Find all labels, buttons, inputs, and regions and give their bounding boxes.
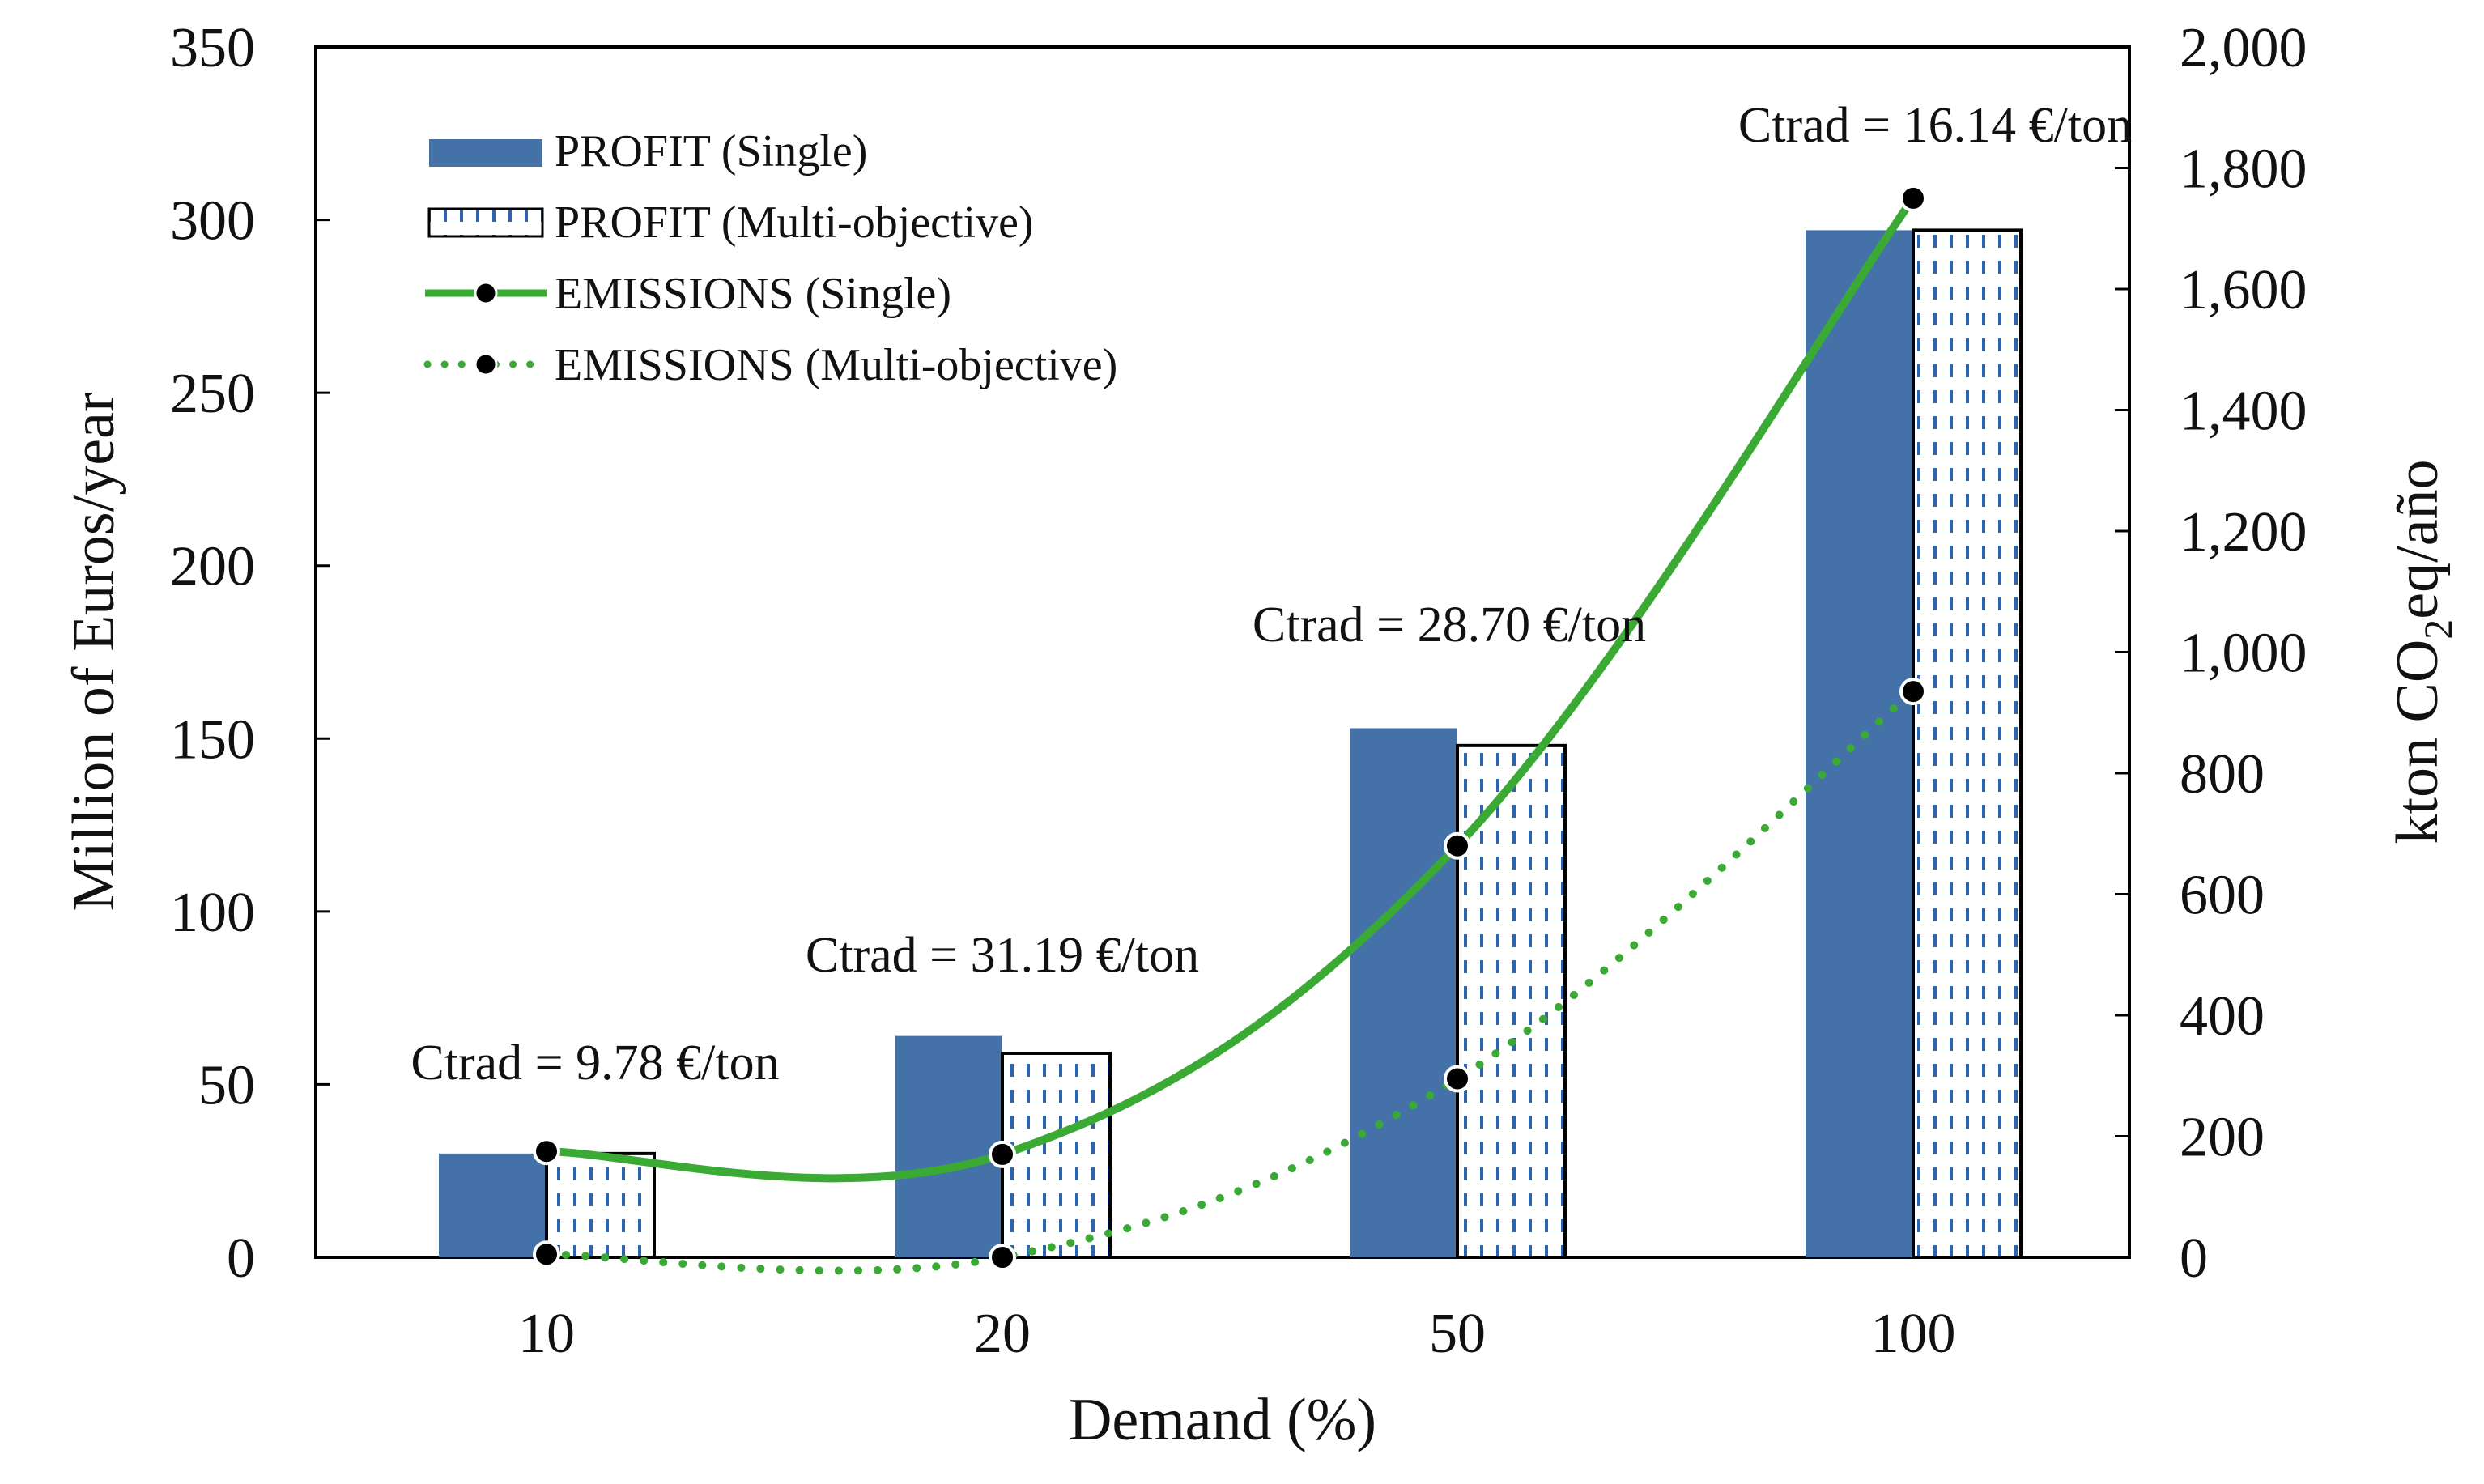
- y-tick-label: 250: [170, 363, 255, 425]
- x-tick-label: 100: [1871, 1303, 1956, 1365]
- y2-axis-title: kton CO2eq/año: [2384, 459, 2461, 844]
- bar-profit-multi-20: [1001, 1051, 1112, 1259]
- y-tick-label: 300: [170, 190, 255, 253]
- x-axis-title: Demand (%): [1069, 1387, 1376, 1453]
- marker-emissions-multi-50: [1444, 1065, 1471, 1093]
- bar-profit-multi-50: [1456, 743, 1567, 1259]
- bar-profit-single-20: [895, 1035, 1002, 1257]
- y2-tick-label: 1,000: [2180, 623, 2307, 685]
- y-tick-label: 0: [227, 1227, 255, 1290]
- y2-tick-label: 1,200: [2180, 501, 2307, 563]
- y2-axis-title-subscript: 2: [2415, 619, 2461, 640]
- y2-tick-label: 1,800: [2180, 138, 2307, 201]
- annotation-ctrad-50: Ctrad = 28.70 €/ton: [1253, 597, 1646, 653]
- y-tick-label: 50: [198, 1054, 255, 1116]
- x-tick-label: 20: [974, 1303, 1031, 1365]
- y-tick-label: 150: [170, 708, 255, 771]
- marker-emissions-single-100: [1899, 184, 1927, 212]
- y2-tick-label: 1,400: [2180, 381, 2307, 443]
- marker-emissions-multi-10: [533, 1240, 560, 1269]
- legend-label-emissions-single: EMISSIONS (Single): [555, 269, 951, 319]
- legend-marker-emissions-single: [474, 281, 498, 305]
- marker-emissions-single-50: [1444, 831, 1471, 860]
- legend-marker-emissions-multi: [474, 352, 498, 376]
- marker-emissions-multi-20: [989, 1244, 1016, 1271]
- legend-swatch-profit-multi: [427, 207, 544, 238]
- legend-swatch-profit-single: [429, 139, 542, 167]
- bar-profit-single-50: [1350, 728, 1457, 1257]
- legend-label-emissions-multi: EMISSIONS (Multi-objective): [555, 340, 1117, 390]
- line-emissions-multi: [542, 687, 1917, 1275]
- y-tick-label: 200: [170, 536, 255, 598]
- y2-tick-label: 800: [2180, 743, 2265, 806]
- marker-emissions-single-20: [989, 1140, 1016, 1168]
- legend-label-profit-multi: PROFIT (Multi-objective): [555, 198, 1034, 248]
- y2-tick-label: 600: [2180, 865, 2265, 927]
- bar-profit-multi-100: [1912, 228, 2023, 1259]
- bars-layer: [439, 228, 2023, 1260]
- bar-profit-multi-10: [545, 1151, 656, 1260]
- annotations-layer: Ctrad = 9.78 €/ton Ctrad = 31.19 €/ton Ctr…: [410, 98, 2132, 1091]
- y2-axis-title-prefix: kton CO: [2384, 640, 2451, 844]
- x-tick-label: 50: [1429, 1303, 1486, 1365]
- annotation-ctrad-10: Ctrad = 9.78 €/ton: [410, 1035, 779, 1091]
- y2-tick-label: 200: [2180, 1107, 2265, 1169]
- marker-emissions-single-10: [533, 1137, 560, 1166]
- marker-emissions-multi-100: [1899, 678, 1927, 706]
- x-tick-label: 10: [518, 1303, 575, 1365]
- bar-profit-single-100: [1806, 230, 1913, 1257]
- y-tick-label: 100: [170, 882, 255, 944]
- y2-tick-label: 0: [2180, 1227, 2208, 1290]
- y2-tick-label: 2,000: [2180, 17, 2307, 79]
- y-tick-label: 350: [170, 17, 255, 79]
- annotation-ctrad-20: Ctrad = 31.19 €/ton: [806, 928, 1199, 983]
- y2-tick-label: 400: [2180, 985, 2265, 1048]
- annotation-ctrad-100: Ctrad = 16.14 €/ton: [1738, 98, 2132, 153]
- y-axis-title: Million of Euros/year: [61, 392, 127, 911]
- y2-tick-label: 1,600: [2180, 259, 2307, 321]
- lines-layer: [533, 184, 1927, 1275]
- bar-profit-single-10: [439, 1153, 547, 1257]
- line-emissions-single: [542, 193, 1917, 1183]
- legend: PROFIT (Single) PROFIT (Multi-objective)…: [423, 126, 1117, 390]
- axes-layer: 0 50 100 150 200 250 300 350 0 200 400 600 800 1,000 1…: [170, 17, 2307, 1365]
- legend-label-profit-single: PROFIT (Single): [555, 126, 867, 176]
- y2-axis-title-suffix: eq/año: [2384, 459, 2451, 619]
